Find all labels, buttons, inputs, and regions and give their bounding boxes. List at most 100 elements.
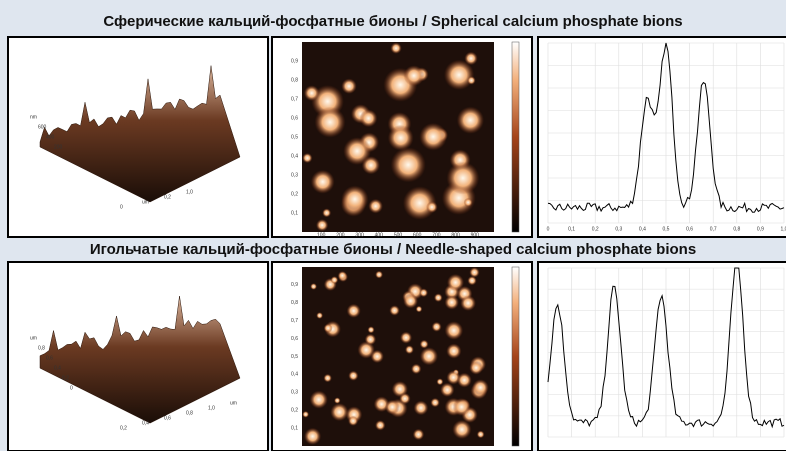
afm-particle (419, 122, 447, 151)
image-y-tick: 0,4 (291, 153, 298, 159)
afm-particle (304, 427, 322, 445)
image-x-tick: 600 (413, 232, 422, 238)
image-x-tick: 500 (394, 232, 403, 238)
image-x-tick: 800 (451, 232, 460, 238)
profile-x-tick: 0,4 (639, 226, 646, 232)
image-y-tick: 0,3 (291, 390, 298, 396)
profile-x-tick: 0,8 (733, 226, 740, 232)
surface-label: um (230, 400, 237, 406)
image-y-tick: 0,8 (291, 77, 298, 83)
afm-particle (387, 124, 414, 151)
afm-particle (343, 137, 372, 166)
surface-3d (39, 295, 241, 424)
profile-x-tick: 0,2 (592, 226, 599, 232)
afm-particle (410, 363, 422, 375)
afm-particle (433, 293, 443, 302)
afm-particle (348, 370, 359, 381)
surface-label: 200 (54, 144, 63, 150)
afm-particle (330, 276, 339, 284)
profile-x-tick: 0,5 (663, 226, 670, 232)
profile-line (547, 42, 785, 213)
afm-particle (399, 392, 411, 405)
profile-panel (537, 261, 786, 451)
afm-particle (341, 185, 369, 213)
afm-particle (446, 161, 480, 195)
afm-particle (452, 419, 472, 440)
afm-particle (334, 397, 341, 404)
afm-particle (357, 341, 375, 359)
surface-label: 0,4 (54, 365, 61, 371)
afm-particle (456, 372, 472, 388)
afm-particle (403, 293, 419, 309)
image-y-tick: 0,7 (291, 96, 298, 102)
surface-3d (39, 65, 241, 203)
afm-particle (364, 333, 377, 346)
afm-particle (400, 331, 413, 344)
afm-particle (446, 273, 465, 292)
afm-particle (413, 400, 429, 416)
afm-particle (341, 78, 357, 94)
afm-particle (367, 326, 375, 334)
afm-particle (460, 295, 476, 311)
image-x-tick: 100 (317, 232, 326, 238)
row-title: Игольчатые кальций-фосфатные бионы / Nee… (90, 241, 696, 258)
afm-particle (330, 403, 349, 422)
profile-x-tick: 0,3 (615, 226, 622, 232)
afm-particle (314, 106, 346, 138)
image-x-tick: 700 (432, 232, 441, 238)
image-y-tick: 0,2 (291, 408, 298, 414)
afm-particle (444, 321, 464, 340)
image-y-tick: 0,6 (291, 336, 298, 342)
surface-label: 0 (70, 385, 73, 391)
afm-particle (302, 152, 313, 164)
afm-particle (469, 267, 480, 278)
afm-particle (467, 275, 477, 286)
profile-x-tick: 0,6 (686, 226, 693, 232)
surface-label: 0,6 (164, 415, 171, 421)
profile-x-tick: 0,9 (757, 226, 764, 232)
surface-label: 0,8 (186, 410, 193, 416)
afm-particle (316, 312, 324, 319)
afm-particle (412, 428, 425, 441)
afm-particle (476, 430, 485, 439)
surface-label: 0,2 (120, 425, 127, 431)
afm-particle (368, 198, 383, 214)
afm-particle (444, 295, 459, 310)
image-y-tick: 0,4 (291, 372, 298, 378)
image-y-tick: 0,1 (291, 425, 298, 431)
afm-particle (303, 85, 320, 101)
afm-particle (359, 109, 378, 128)
afm-particle (469, 360, 483, 375)
profile-line (547, 267, 785, 429)
afm-particle (467, 76, 476, 85)
row-title: Сферические кальций-фосфатные бионы / Sp… (103, 13, 682, 30)
image-y-tick: 0,5 (291, 354, 298, 360)
surface-label: 0,2 (164, 194, 171, 200)
color-bar (511, 266, 520, 447)
afm-particle (375, 270, 384, 279)
surface-label: 0,4 (142, 420, 149, 426)
color-bar (511, 41, 520, 233)
afm-particle (426, 201, 438, 213)
image-y-tick: 0,2 (291, 191, 298, 197)
afm-particle (310, 283, 317, 290)
image-y-tick: 0,1 (291, 210, 298, 216)
image-x-tick: 300 (355, 232, 364, 238)
afm-particle (323, 373, 332, 383)
surface-label: 1,0 (186, 189, 193, 195)
afm-particle (443, 59, 475, 90)
afm-particle (419, 288, 429, 298)
afm-particle (452, 398, 471, 416)
afm-particle (375, 420, 386, 431)
afm-particle (315, 219, 329, 232)
surface-label: 0 (120, 204, 123, 210)
afm-particle (430, 397, 440, 408)
profile-x-tick: 0,1 (568, 226, 575, 232)
afm-particle (419, 347, 439, 366)
afm-particle (463, 197, 473, 207)
profile-x-tick: 0,7 (710, 226, 717, 232)
profile-x-tick: 1,0 (781, 226, 786, 232)
afm-particle (346, 303, 361, 318)
afm-particle (322, 208, 332, 218)
